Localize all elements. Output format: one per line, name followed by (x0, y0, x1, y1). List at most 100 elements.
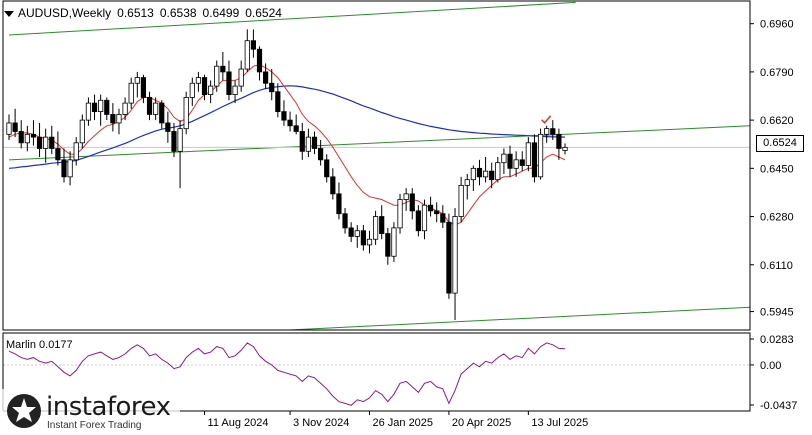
ohlc-high: 0.6538 (159, 6, 197, 20)
candle-body (79, 119, 85, 144)
candle-body (281, 111, 287, 121)
oscillator-frame (2, 332, 751, 412)
candle (91, 94, 98, 121)
candle (476, 159, 483, 186)
candle-body (18, 131, 24, 144)
candle-body (6, 122, 12, 135)
indicator-name: Marlin (6, 339, 36, 351)
candle-body (91, 102, 98, 113)
candle-body (403, 193, 409, 200)
candle-body (110, 114, 116, 124)
candle (134, 71, 140, 98)
candle (269, 69, 275, 101)
candle-body (324, 159, 330, 178)
dropdown-triangle-icon[interactable] (4, 10, 14, 17)
candle-body (501, 153, 507, 164)
candle (544, 125, 550, 143)
candle-body (434, 210, 440, 215)
candle-body (232, 85, 238, 95)
candle-body (537, 133, 544, 178)
candle-body (122, 102, 128, 115)
candle (556, 128, 562, 160)
candle-body (214, 65, 220, 87)
candle (385, 227, 391, 265)
candle (232, 80, 238, 104)
y-tick-label: 0.5945 (760, 307, 794, 319)
candle (403, 188, 409, 211)
channel-middle-line (8, 125, 751, 161)
candle-body (85, 102, 92, 121)
candle-body (104, 99, 110, 115)
candle (562, 143, 568, 155)
candle (348, 222, 354, 243)
candle-body (452, 216, 458, 294)
channel-lower-line (289, 306, 751, 331)
candle (146, 91, 153, 121)
symbol-header: AUDUSD,Weekly 0.6513 0.6538 0.6499 0.6524 (4, 6, 288, 20)
candle-body (464, 179, 470, 186)
symbol-label: AUDUSD,Weekly (18, 6, 112, 20)
candle (110, 103, 116, 132)
candle (177, 120, 183, 189)
candle (263, 63, 269, 89)
candle (299, 122, 305, 160)
candle-body (67, 159, 73, 178)
oscillator-plot-area (3, 342, 750, 406)
candle (195, 71, 202, 92)
candle-body (287, 119, 293, 127)
y-tick-label: 0.6280 (760, 212, 794, 224)
candle-body (513, 159, 519, 169)
candle-body (159, 102, 165, 124)
candle (489, 162, 495, 189)
candle (446, 213, 452, 299)
candle-body (482, 170, 489, 178)
candle (458, 176, 464, 223)
candle-body (61, 159, 67, 178)
candle-body (421, 204, 428, 232)
candle (214, 60, 220, 92)
candle-body (189, 82, 195, 98)
candle (73, 137, 79, 166)
indicator-label: Marlin 0.0177 (6, 339, 73, 351)
candle-body (470, 167, 476, 181)
candle-body (556, 133, 562, 149)
ohlc-close: 0.6524 (245, 6, 282, 20)
candle (318, 139, 324, 166)
osc-y-tick-label: 0.00 (760, 360, 781, 372)
candle (324, 154, 330, 183)
candle (61, 148, 67, 183)
candle (171, 122, 177, 157)
candle-body (220, 65, 226, 73)
candle-body (354, 230, 360, 237)
candle-body (140, 77, 147, 98)
candle-body (397, 199, 403, 229)
candle-body (372, 216, 379, 240)
y-tick-label: 0.6450 (760, 163, 794, 175)
candle (354, 225, 360, 248)
main-frame (2, 0, 751, 331)
candle (98, 94, 104, 126)
candle (507, 145, 513, 177)
candle (220, 52, 226, 81)
candle (342, 208, 348, 234)
candle-body (146, 97, 153, 115)
candle (122, 97, 128, 121)
osc-y-tick-label: 0.0283 (760, 334, 794, 346)
ohlc-low: 0.6499 (202, 6, 240, 20)
candle-body (531, 142, 538, 178)
channel-upper-line (8, 1, 576, 36)
candle (30, 120, 37, 146)
logo-tagline: Instant Forex Trading (47, 420, 142, 431)
current-price-tag: 0.6524 (756, 135, 804, 152)
candle (513, 151, 519, 177)
candle-body (55, 148, 61, 161)
candle-body (348, 227, 354, 237)
candle (159, 100, 165, 129)
candle (256, 46, 263, 81)
candle-body (201, 77, 208, 95)
candle-body (489, 170, 495, 181)
candle-body (495, 162, 501, 181)
candle-body (507, 153, 513, 169)
candle-body (195, 77, 202, 84)
